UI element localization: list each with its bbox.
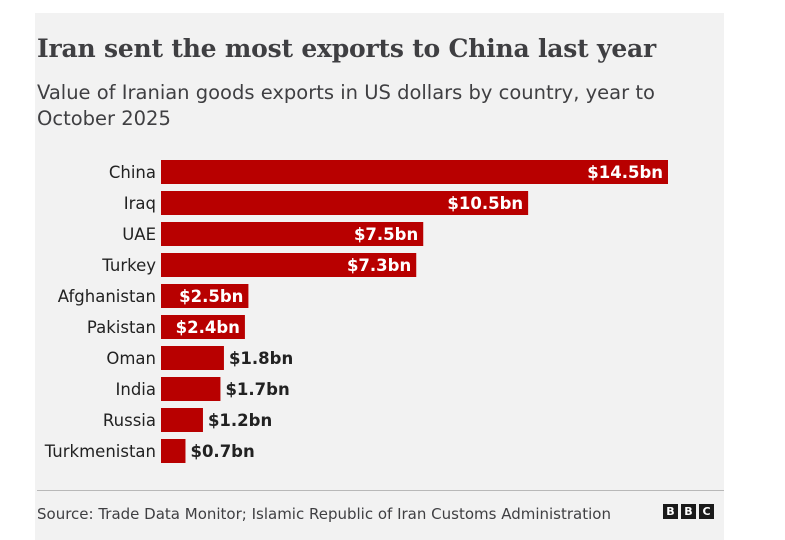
- chart-subtitle: Value of Iranian goods exports in US dol…: [37, 81, 655, 130]
- value-label: $10.5bn: [447, 194, 523, 213]
- value-label: $1.2bn: [208, 411, 272, 430]
- category-label: Turkmenistan: [44, 442, 156, 461]
- bars-group: China $14.5bn Iraq $10.5bn UAE $7.5bn Turkey $7…: [44, 160, 668, 463]
- logo-letter: B: [681, 504, 696, 519]
- category-label: Iraq: [124, 194, 156, 213]
- category-label: China: [109, 163, 156, 182]
- value-label: $0.7bn: [190, 442, 254, 461]
- bar: [161, 439, 186, 463]
- category-label: Oman: [106, 349, 156, 368]
- category-label: UAE: [122, 225, 156, 244]
- category-label: India: [116, 380, 157, 399]
- logo-letter: B: [663, 504, 678, 519]
- category-label: Afghanistan: [58, 287, 156, 306]
- category-label: Pakistan: [87, 318, 156, 337]
- value-label: $14.5bn: [587, 163, 663, 182]
- logo-letter: C: [699, 504, 714, 519]
- category-label: Turkey: [101, 256, 156, 275]
- bar: [161, 191, 529, 215]
- value-label: $1.8bn: [229, 349, 293, 368]
- bar: [161, 408, 203, 432]
- value-label: $1.7bn: [225, 380, 289, 399]
- value-label: $2.5bn: [179, 287, 243, 306]
- bar: [161, 377, 221, 401]
- category-label: Russia: [103, 411, 156, 430]
- chart-title: Iran sent the most exports to China last…: [37, 34, 657, 63]
- bar: [161, 346, 224, 370]
- footer-divider: [37, 490, 724, 491]
- bar: [161, 284, 249, 308]
- bar: [161, 222, 424, 246]
- value-label: $7.3bn: [347, 256, 411, 275]
- bar: [161, 253, 417, 277]
- bar: [161, 315, 245, 339]
- source-note: Source: Trade Data Monitor; Islamic Repu…: [37, 505, 611, 523]
- bar: [161, 160, 668, 184]
- value-label: $7.5bn: [354, 225, 418, 244]
- bbc-logo: B B C: [663, 504, 714, 519]
- value-label: $2.4bn: [176, 318, 240, 337]
